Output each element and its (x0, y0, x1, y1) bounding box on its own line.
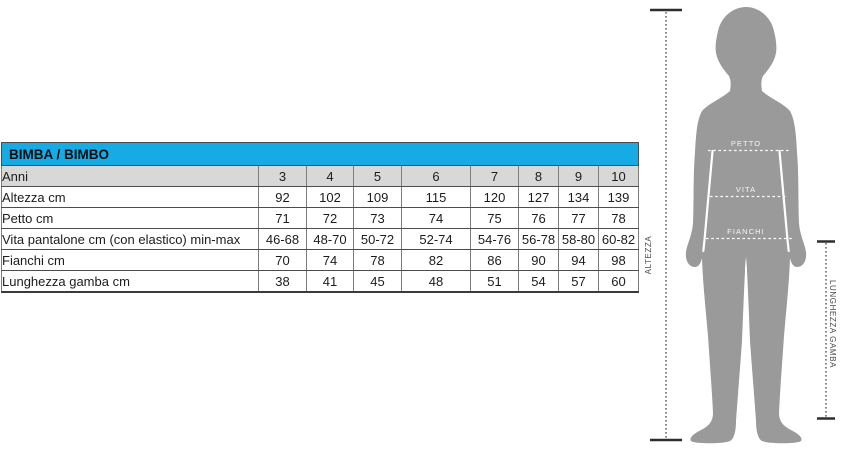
table-cell: 94 (558, 249, 599, 271)
table-cell: 60 (598, 270, 639, 293)
row-label: Altezza cm (1, 186, 259, 208)
table-cell: 102 (306, 186, 354, 208)
table-cell: 78 (598, 207, 639, 229)
table-cell: 78 (353, 249, 402, 271)
table-cell: 7 (470, 165, 519, 187)
table-cell: 57 (558, 270, 599, 293)
table-cell: 115 (401, 186, 471, 208)
table-cell: 127 (518, 186, 559, 208)
table-row-vita: Vita pantalone cm (con elastico) min-max… (1, 228, 639, 250)
table-cell: 9 (558, 165, 599, 187)
waist-label: VITA (736, 185, 757, 194)
row-label: Fianchi cm (1, 249, 259, 271)
child-silhouette-shape (685, 7, 807, 444)
table-cell: 72 (306, 207, 354, 229)
arm-seam-left (702, 149, 714, 253)
leg-label: LUNGHEZZA GAMBA (828, 280, 837, 368)
table-cell: 76 (518, 207, 559, 229)
table-cell: 75 (470, 207, 519, 229)
arm-seam-right (778, 149, 790, 253)
table-cell: 120 (470, 186, 519, 208)
table-title-row: BIMBA / BIMBO (1, 142, 639, 166)
table-cell: 50-72 (353, 228, 402, 250)
table-cell: 58-80 (558, 228, 599, 250)
chest-label: PETTO (731, 139, 761, 148)
table-cell: 109 (353, 186, 402, 208)
table-cell: 10 (598, 165, 639, 187)
table-cell: 73 (353, 207, 402, 229)
table-cell: 38 (258, 270, 307, 293)
table-cell: 60-82 (598, 228, 639, 250)
table-cell: 77 (558, 207, 599, 229)
table-cell: 56-78 (518, 228, 559, 250)
table-cell: 139 (598, 186, 639, 208)
table-cell: 86 (470, 249, 519, 271)
height-label: ALTEZZA (644, 236, 653, 275)
table-cell: 4 (306, 165, 354, 187)
row-label: Vita pantalone cm (con elastico) min-max (1, 228, 259, 250)
table-cell: 70 (258, 249, 307, 271)
table-row-anni: Anni 3 4 5 6 7 8 9 10 (1, 165, 639, 187)
table-row-petto: Petto cm 71 72 73 74 75 76 77 78 (1, 207, 639, 229)
table-cell: 45 (353, 270, 402, 293)
table-cell: 48-70 (306, 228, 354, 250)
table-row-fianchi: Fianchi cm 70 74 78 82 86 90 94 98 (1, 249, 639, 271)
measurement-figure: PETTO VITA FIANCHI ALTEZZA LUNGHEZZA GAM… (644, 7, 837, 444)
table-cell: 52-74 (401, 228, 471, 250)
table-cell: 6 (401, 165, 471, 187)
table-cell: 98 (598, 249, 639, 271)
table-cell: 48 (401, 270, 471, 293)
row-label: Lunghezza gamba cm (1, 270, 259, 293)
table-cell: 3 (258, 165, 307, 187)
table-row-altezza: Altezza cm 92 102 109 115 120 127 134 13… (1, 186, 639, 208)
table-cell: 90 (518, 249, 559, 271)
table-cell: 82 (401, 249, 471, 271)
hips-label: FIANCHI (727, 227, 765, 236)
table-cell: 134 (558, 186, 599, 208)
table-cell: 74 (401, 207, 471, 229)
table-cell: 74 (306, 249, 354, 271)
table-cell: 71 (258, 207, 307, 229)
table-cell: 46-68 (258, 228, 307, 250)
table-cell: 54 (518, 270, 559, 293)
row-label: Petto cm (1, 207, 259, 229)
table-title: BIMBA / BIMBO (1, 142, 639, 166)
table-row-gamba: Lunghezza gamba cm 38 41 45 48 51 54 57 … (1, 270, 639, 293)
row-label: Anni (1, 165, 259, 187)
table-cell: 51 (470, 270, 519, 293)
table-cell: 5 (353, 165, 402, 187)
table-cell: 8 (518, 165, 559, 187)
table-cell: 54-76 (470, 228, 519, 250)
table-cell: 41 (306, 270, 354, 293)
table-cell: 92 (258, 186, 307, 208)
size-chart-table: BIMBA / BIMBO Anni 3 4 5 6 7 8 9 10 Alte… (1, 142, 639, 293)
